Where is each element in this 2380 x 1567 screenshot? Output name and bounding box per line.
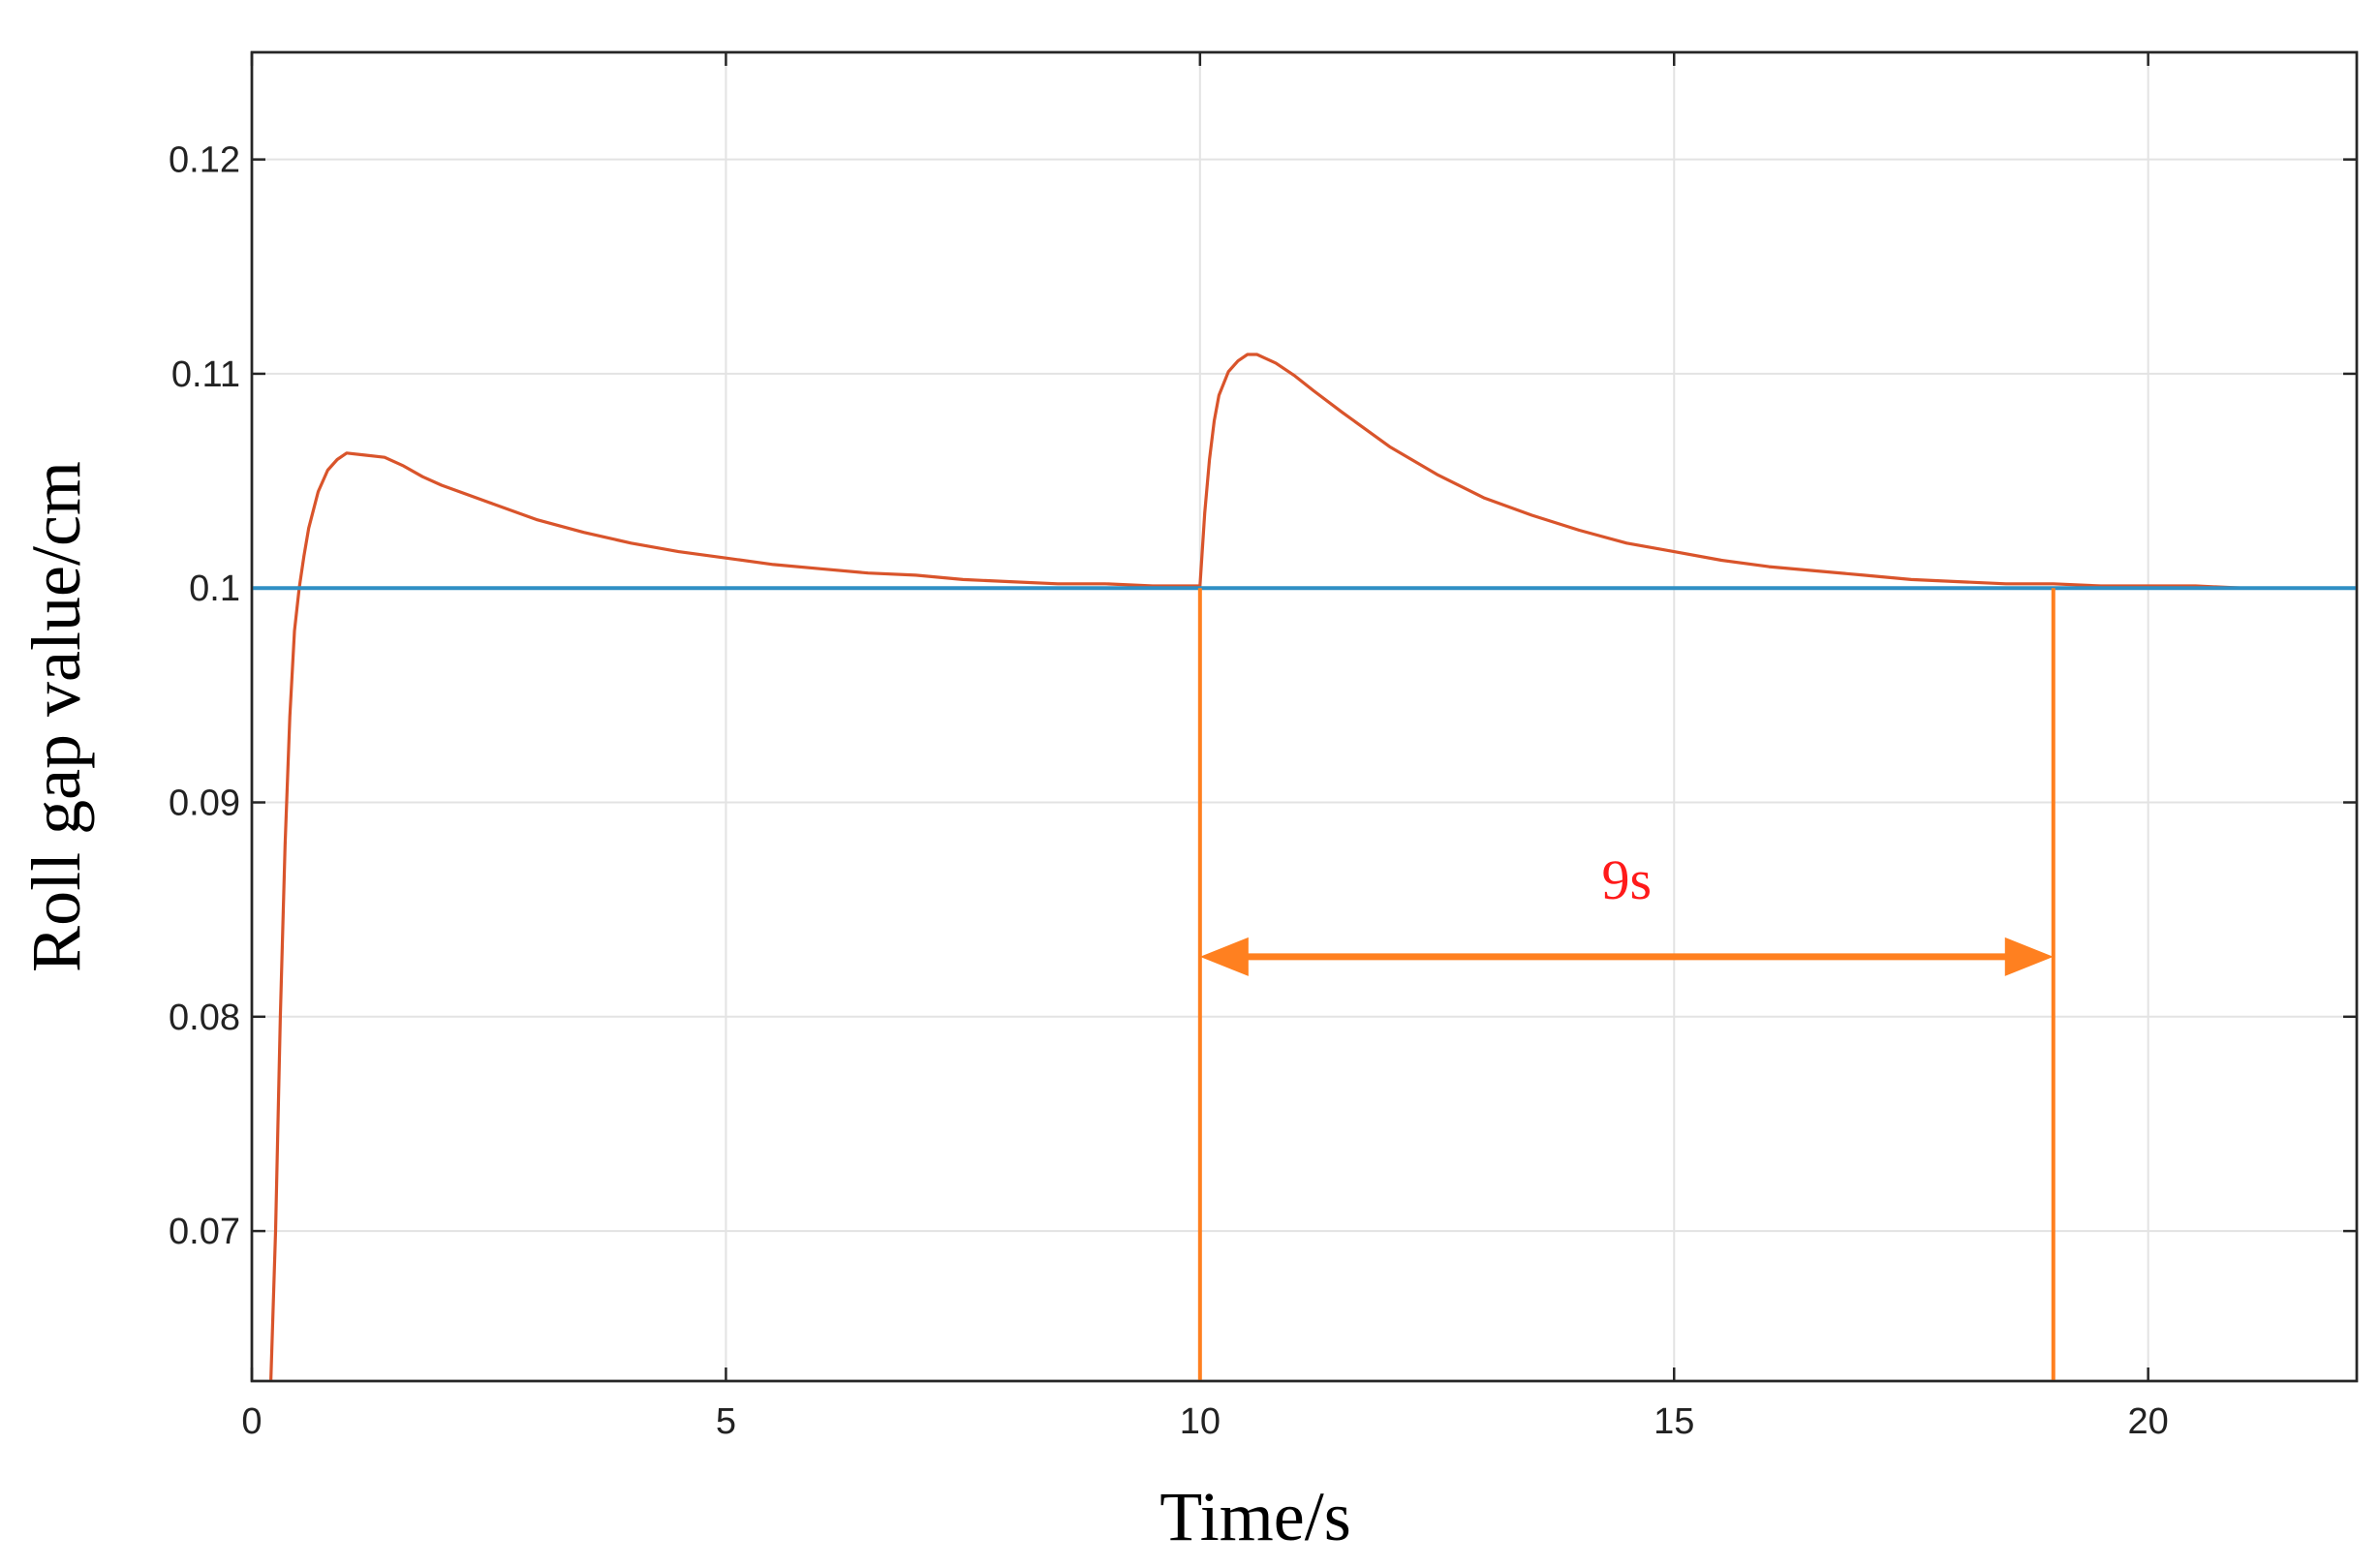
duration-arrow-head-right — [2004, 937, 2054, 976]
annotations-group: 9s — [1197, 588, 2055, 1381]
y-axis-title: Roll gap value/cm — [17, 461, 95, 972]
y-tick-label: 0.07 — [169, 1212, 240, 1252]
x-tick-label: 0 — [241, 1401, 262, 1442]
response-curve — [269, 353, 2357, 1382]
series-group — [252, 353, 2357, 1382]
tick-labels: 0 5 10 15 20 0.07 0.08 0.09 0.1 0.11 0.12 — [169, 140, 2169, 1442]
y-tick-label: 0.12 — [169, 140, 240, 181]
y-tick-label: 0.08 — [169, 998, 240, 1038]
y-tick-label: 0.11 — [171, 354, 240, 395]
plot-border — [250, 50, 2359, 1383]
duration-arrow-head-left — [1199, 937, 1249, 976]
y-tick-label: 0.09 — [169, 784, 240, 824]
x-tick-label: 10 — [1180, 1401, 1221, 1442]
x-tick-label: 5 — [716, 1401, 736, 1442]
plot-area — [250, 50, 2359, 1383]
duration-label: 9s — [1602, 848, 1653, 911]
grid-lines — [252, 52, 2357, 1381]
x-tick-label: 15 — [1654, 1401, 1694, 1442]
x-axis-title: Time/s — [1159, 1478, 1350, 1555]
x-tick-label: 20 — [2128, 1401, 2169, 1442]
y-tick-label: 0.1 — [189, 568, 240, 609]
